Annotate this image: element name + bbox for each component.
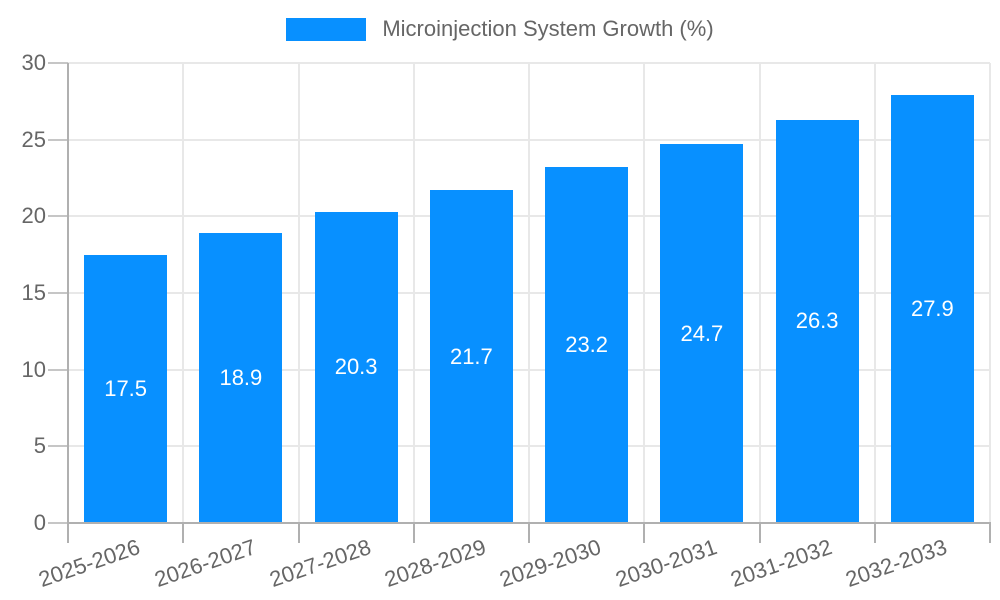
bar-value-label: 26.3 [795,308,839,334]
bar[interactable] [545,167,629,523]
grid-line-vertical [528,63,530,523]
x-axis-tick [643,523,646,543]
bar-value-label: 21.7 [449,343,493,369]
x-tick-label: 2032-2033 [842,534,951,592]
bar-value-label: 17.5 [104,375,148,401]
x-axis-tick [758,523,761,543]
y-tick-label: 5 [33,433,46,459]
bar[interactable] [660,144,744,523]
bar[interactable] [199,233,283,523]
bar-value-label: 18.9 [219,365,263,391]
x-tick-label: 2030-2031 [612,534,720,592]
x-axis-line [67,522,991,524]
y-axis-tick [48,215,68,218]
y-tick-label: 0 [33,510,46,535]
x-tick-label: 2027-2028 [266,534,374,592]
grid-line-vertical [182,63,185,523]
x-axis-tick [297,523,300,543]
y-axis-tick [48,368,68,371]
bar-value-label: 23.2 [565,332,609,358]
y-axis-tick [48,292,68,294]
y-tick-label: 15 [21,280,46,305]
grid-line-vertical [643,63,646,523]
legend-label: Microinjection System Growth (%) [382,16,714,41]
y-tick-label: 10 [21,356,46,382]
y-tick-label: 30 [21,50,46,75]
bar[interactable] [775,119,859,523]
bar[interactable] [890,95,974,523]
x-tick-label: 2028-2029 [381,534,490,592]
x-axis-tick [67,523,69,543]
bar-value-label: 24.7 [680,320,724,346]
y-axis-tick [48,445,68,448]
x-axis-tick [989,523,991,543]
x-tick-label: 2026-2027 [151,534,259,592]
y-axis-tick [48,522,68,524]
y-tick-label: 25 [21,126,46,152]
y-tick-label: 20 [21,203,46,229]
bar-value-label: 20.3 [334,354,378,380]
legend-color-swatch [286,17,367,41]
y-axis-line [67,63,69,523]
grid-line-vertical [297,63,300,523]
y-axis-tick [48,62,68,64]
bar[interactable] [84,254,168,523]
bar-value-label: 27.9 [910,296,954,322]
y-axis-tick [48,138,68,141]
x-axis-tick [182,523,185,543]
bar[interactable] [429,190,513,523]
grid-line-vertical [989,63,991,523]
chart-legend[interactable]: Microinjection System Growth (%) [0,16,1000,42]
grid-line-vertical [873,63,876,523]
grid-line-vertical [758,63,761,523]
grid-line-vertical [412,63,415,523]
x-axis-tick [873,523,876,543]
bar[interactable] [314,211,398,523]
x-axis-tick [412,523,415,543]
x-tick-label: 2031-2032 [727,534,835,592]
x-tick-label: 2025-2026 [35,534,144,592]
x-tick-label: 2029-2030 [496,534,605,592]
x-axis-tick [528,523,530,543]
